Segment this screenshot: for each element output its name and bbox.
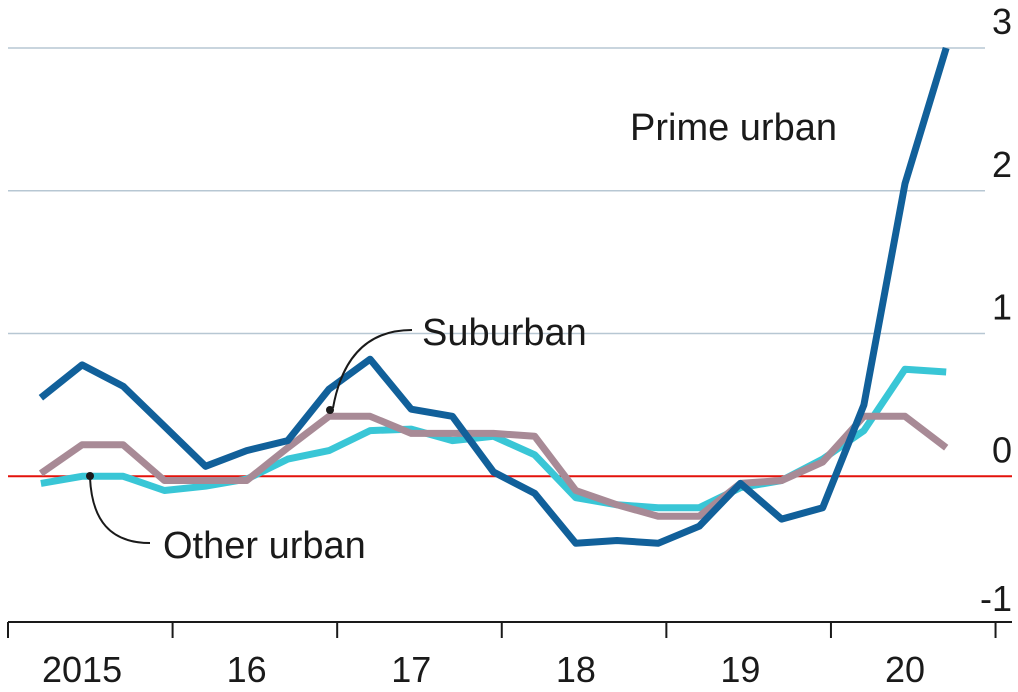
x-tick-label-1: 16 [227,649,267,690]
series-lines [38,46,950,547]
y-axis-tick-labels: 3 2 1 0 -1 [980,1,1012,619]
other-urban-leader-dot [86,472,94,480]
x-tick-label-3: 18 [556,649,596,690]
annotation-prime-urban: Prime urban [630,107,837,149]
series-annotations: Prime urban Suburban Other urban [86,107,837,567]
y-tick-label-4: -1 [980,578,1012,619]
annotation-other-urban: Other urban [163,525,366,567]
x-tick-label-4: 19 [720,649,760,690]
x-tick-label-2: 17 [391,649,431,690]
y-tick-label-1: 2 [992,144,1012,185]
x-tick-label-5: 20 [885,649,925,690]
y-tick-label-3: 0 [992,429,1012,470]
series-line-suburban [38,412,949,520]
x-tick-label-0: 2015 [42,649,122,690]
series-line-prime-urban [38,46,950,547]
other-urban-leader-line [89,477,151,544]
y-tick-label-2: 1 [992,287,1012,328]
gridlines [8,47,985,335]
y-tick-label-0: 3 [992,1,1012,42]
x-axis: 2015 16 17 18 19 20 [7,621,1012,690]
suburban-leader-dot [326,406,334,414]
suburban-leader-line [332,329,413,409]
annotation-suburban: Suburban [422,312,587,354]
